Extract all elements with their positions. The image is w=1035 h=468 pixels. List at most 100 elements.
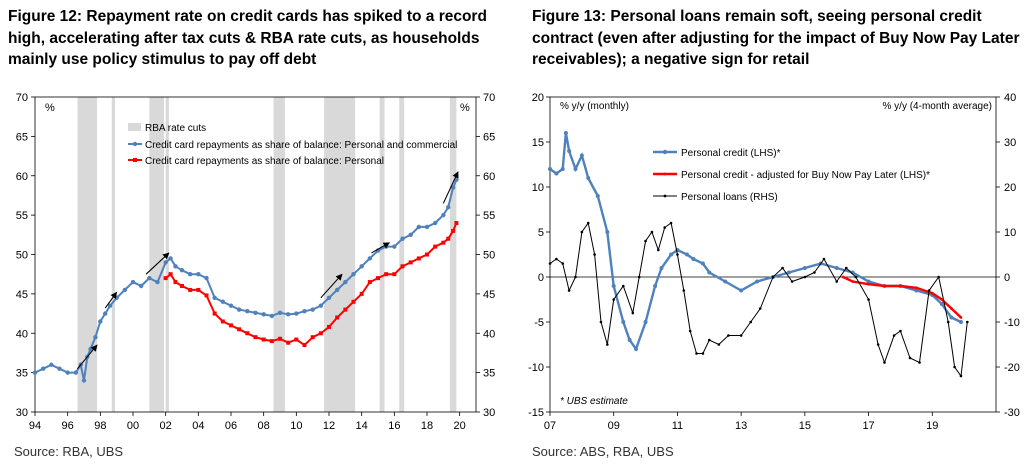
series-marker-2-16 [657, 248, 660, 252]
series-marker-2-23 [701, 352, 705, 355]
series-marker-2-50 [959, 374, 963, 378]
series-marker-1-5 [196, 287, 201, 292]
x-tick-label-0: 07 [544, 420, 556, 432]
series-marker-0-20 [691, 257, 696, 261]
x-tick-label-13: 20 [454, 420, 466, 432]
series-marker-2-36 [835, 280, 839, 283]
series-marker-2-51 [966, 320, 969, 324]
series-marker-1-21 [327, 324, 331, 329]
y-tick-label-left-0: 30 [16, 407, 28, 419]
y-axis-label-left: % y/y (monthly) [560, 101, 629, 112]
figure-12-source: Source: RBA, UBS [14, 444, 124, 459]
series-marker-1-24 [351, 299, 356, 304]
y-tick-label-left-7: 65 [16, 131, 28, 143]
legend-marker-series-1 [663, 172, 667, 176]
series-marker-0-13 [107, 303, 113, 308]
series-marker-0-8 [595, 194, 600, 198]
x-tick-label-7: 08 [258, 420, 270, 432]
series-marker-0-52 [416, 224, 422, 230]
series-marker-0-15 [653, 284, 658, 288]
series-marker-1-3 [180, 284, 184, 288]
series-marker-0-29 [228, 303, 234, 308]
series-marker-2-32 [790, 280, 794, 283]
y-tick-label-left-4: 5 [538, 227, 544, 239]
series-marker-2-42 [892, 334, 896, 337]
series-marker-0-40 [318, 303, 324, 308]
series-marker-2-19 [676, 253, 679, 256]
y-tick-label-right-4: 10 [1004, 227, 1016, 239]
y-tick-label-left-0: -15 [528, 407, 544, 419]
trend-arrow-3 [320, 273, 343, 299]
series-marker-2-17 [663, 226, 666, 229]
series-marker-1-12 [253, 335, 258, 340]
series-marker-0-23 [723, 279, 728, 284]
series-marker-0-20 [163, 260, 168, 265]
series-marker-0-46 [367, 256, 373, 261]
rate-cut-band-2 [149, 97, 165, 412]
series-marker-0-22 [707, 270, 712, 275]
series-marker-1-32 [416, 256, 421, 261]
series-marker-0-55 [441, 212, 446, 218]
x-tick-label-3: 13 [735, 420, 747, 432]
series-marker-0-30 [236, 307, 242, 312]
legend-label-series-2: Personal loans (RHS) [681, 192, 778, 203]
series-marker-0-54 [432, 220, 438, 226]
series-marker-2-29 [758, 307, 762, 310]
series-marker-1-37 [451, 228, 456, 233]
series-marker-0-43 [343, 279, 348, 285]
trend-arrow-2 [145, 252, 170, 275]
series-marker-0-38 [302, 309, 307, 314]
series-marker-1-4 [188, 287, 193, 292]
series-marker-0-24 [739, 288, 744, 293]
y-tick-label-left-3: 45 [16, 289, 28, 301]
x-tick-label-5: 17 [862, 420, 874, 432]
series-marker-0-19 [155, 279, 160, 285]
series-marker-0-37 [939, 302, 944, 306]
rate-cut-band-8 [449, 97, 457, 412]
series-marker-2-47 [937, 275, 940, 279]
series-marker-2-48 [946, 320, 950, 324]
y-tick-label-right-4: 50 [483, 250, 495, 262]
series-marker-0-27 [786, 270, 791, 275]
series-marker-1-19 [310, 335, 315, 340]
y-tick-label-right-3: 0 [1004, 272, 1010, 284]
series-marker-2-28 [749, 320, 752, 324]
y-axis-label-right: % [460, 102, 470, 114]
series-marker-0-11 [621, 320, 626, 324]
series-marker-2-25 [717, 343, 721, 346]
y-tick-label-left-8: 70 [16, 92, 28, 104]
series-marker-0-38 [949, 315, 954, 320]
trend-arrow-1 [104, 291, 118, 309]
y-axis-label-left: % [45, 102, 55, 114]
series-marker-0-50 [400, 236, 405, 241]
series-line-1 [842, 275, 962, 319]
series-marker-0-32 [253, 310, 258, 315]
series-marker-0-39 [958, 320, 963, 324]
series-marker-0-12 [103, 311, 108, 316]
series-marker-0-51 [408, 232, 413, 238]
series-marker-0-10 [611, 284, 616, 288]
y-tick-label-left-2: 40 [16, 328, 28, 340]
series-marker-0-21 [700, 261, 705, 266]
series-marker-1-4 [899, 284, 902, 288]
series-marker-2-10 [612, 298, 616, 301]
figure-12-chart: 30 30 35 35 40 40 45 45 50 50 55 55 60 60 65 65 70 70% % 94… [16, 92, 496, 432]
series-marker-1-22 [335, 315, 340, 320]
series-marker-0-37 [294, 311, 299, 316]
series-marker-1-27 [376, 276, 380, 281]
series-marker-1-0 [163, 276, 168, 281]
legend-label-series-0: Credit card repayments as share of balan… [145, 140, 457, 151]
series-marker-0-30 [834, 266, 839, 270]
figure-13-title: Figure 13: Personal loans remain soft, s… [532, 8, 1020, 68]
y-tick-label-right-1: -20 [1004, 362, 1020, 374]
x-tick-label-6: 06 [225, 420, 237, 432]
series-marker-1-1 [168, 272, 173, 277]
y-tick-label-left-2: -5 [534, 317, 544, 329]
series-marker-0-9 [605, 230, 610, 234]
figure-13-source: Source: ABS, RBA, UBS [532, 444, 674, 459]
y-tick-label-left-7: 20 [532, 92, 544, 104]
series-marker-0-1 [554, 171, 559, 176]
series-marker-0-3 [563, 131, 568, 135]
series-marker-0-25 [196, 271, 201, 277]
series-marker-2-13 [637, 275, 641, 279]
